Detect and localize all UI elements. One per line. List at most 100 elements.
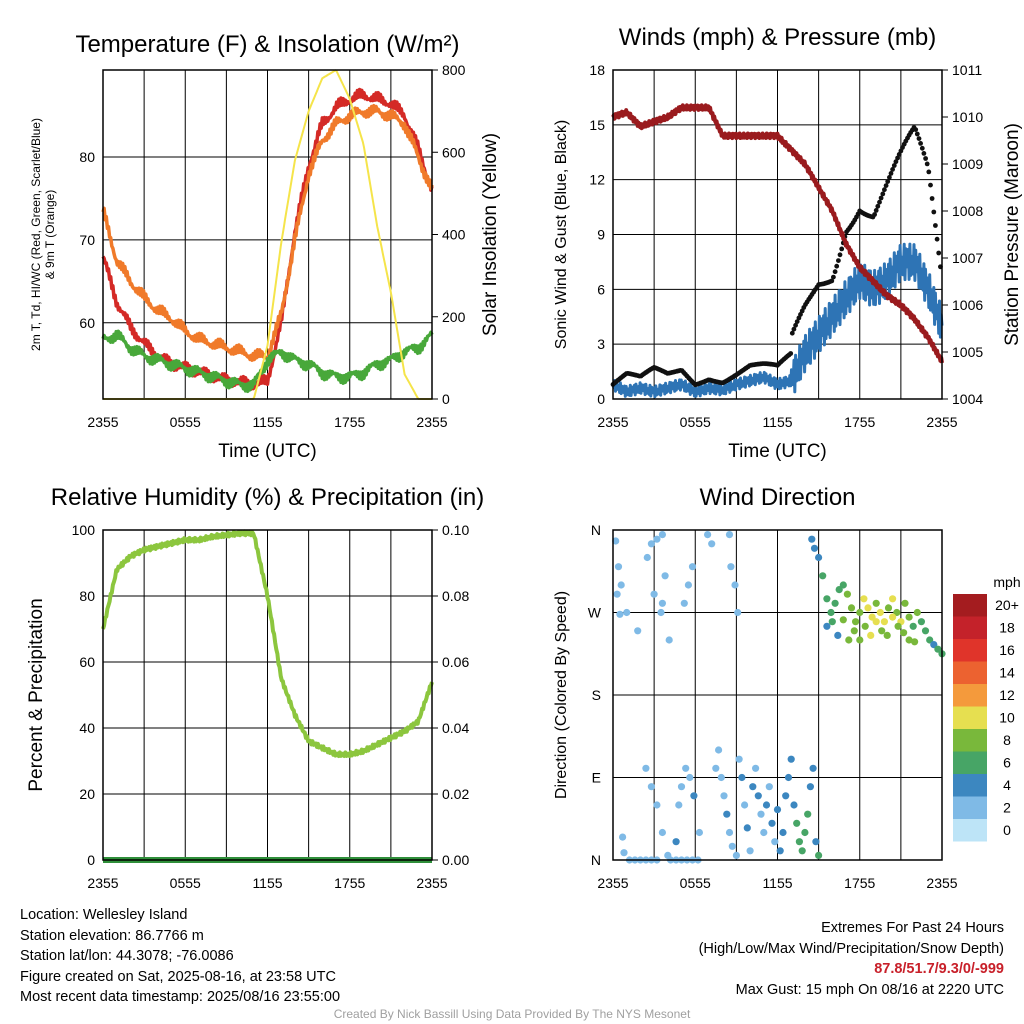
x-tick-label: 0555 xyxy=(170,414,201,430)
y-tick-label-left: 18 xyxy=(589,62,605,78)
chart-title: Wind Direction xyxy=(699,484,855,511)
direction-point xyxy=(749,783,757,791)
direction-point xyxy=(762,801,771,809)
direction-point xyxy=(880,618,889,626)
legend-swatch xyxy=(953,706,987,729)
legend-swatch xyxy=(953,729,987,752)
direction-point xyxy=(861,622,869,630)
series-line-0 xyxy=(101,529,434,759)
y-axis-label-right: Solar Insolation (Yellow) xyxy=(480,133,501,336)
x-axis-label: Time (UTC) xyxy=(218,441,317,462)
x-tick-label: 2355 xyxy=(87,414,118,430)
y-tick-label-right: 600 xyxy=(442,144,466,160)
direction-point xyxy=(617,581,625,589)
direction-point xyxy=(828,618,836,626)
direction-point xyxy=(808,535,816,543)
max-gust-text: Max Gust: 15 mph On 08/16 at 2220 UTC xyxy=(735,981,1004,998)
gust-point xyxy=(890,167,895,172)
y-axis-label-right: Station Pressure (Maroon) xyxy=(1002,123,1023,346)
direction-point xyxy=(876,608,884,617)
direction-point xyxy=(790,801,798,809)
direction-point xyxy=(878,627,886,635)
direction-point xyxy=(867,631,875,640)
gust-point xyxy=(923,156,928,161)
gust-point xyxy=(791,326,797,332)
y-tick-label-right: 1006 xyxy=(952,297,983,313)
direction-point xyxy=(776,847,784,855)
direction-point xyxy=(653,801,661,809)
y-axis-label-left: Sonic Wind & Gust (Blue, Black) xyxy=(553,120,570,349)
direction-point xyxy=(806,783,815,791)
legend-label: 4 xyxy=(1003,777,1011,793)
direction-point xyxy=(746,847,754,855)
gust-point xyxy=(934,236,940,242)
y-tick-label-left: 80 xyxy=(79,149,95,165)
direction-point xyxy=(616,610,624,618)
direction-point xyxy=(917,618,926,626)
gust-point xyxy=(919,145,925,151)
direction-point xyxy=(614,563,623,571)
gust-point xyxy=(891,163,897,168)
gust-point xyxy=(916,136,922,142)
latest-data-text: Most recent data timestamp: 2025/08/16 2… xyxy=(20,989,341,1005)
gust-point xyxy=(924,161,930,167)
direction-point xyxy=(735,755,743,763)
direction-point xyxy=(712,764,720,772)
direction-point xyxy=(815,851,823,860)
direction-point xyxy=(619,833,627,841)
gust-point xyxy=(885,179,891,184)
y-tick-label-left: N xyxy=(591,522,601,538)
legend-swatch xyxy=(953,684,987,707)
gust-point xyxy=(883,183,889,189)
direction-point xyxy=(650,590,658,598)
direction-point xyxy=(752,764,760,772)
direction-point xyxy=(657,608,665,617)
direction-point xyxy=(723,810,731,818)
direction-point xyxy=(743,824,751,832)
direction-point xyxy=(642,764,650,772)
extremes-subheading: (High/Low/Max Wind/Precipitation/Snow De… xyxy=(698,940,1004,957)
x-tick-label: 0555 xyxy=(680,414,711,430)
direction-point xyxy=(658,531,667,539)
direction-point xyxy=(901,599,909,607)
x-tick-label: 2355 xyxy=(926,875,957,891)
x-tick-label: 2355 xyxy=(416,875,447,891)
y-tick-label-left: 6 xyxy=(597,281,605,297)
legend-swatch xyxy=(953,774,987,797)
gust-point xyxy=(880,191,886,197)
location-text: Location: Wellesley Island xyxy=(20,907,188,923)
direction-point xyxy=(725,828,734,837)
direction-point xyxy=(768,819,776,827)
direction-point xyxy=(728,842,736,850)
y-tick-label-left: 0 xyxy=(597,391,605,407)
gust-point xyxy=(914,131,920,137)
legend-swatch xyxy=(953,796,987,819)
series-line-2 xyxy=(101,329,434,394)
direction-point xyxy=(884,604,893,612)
y-tick-label-right: 1010 xyxy=(952,109,983,125)
direction-point xyxy=(934,645,942,653)
plot-frame xyxy=(102,69,433,400)
y-tick-label-left: S xyxy=(592,687,601,703)
gust-point xyxy=(872,212,877,217)
y-tick-label-left: 0 xyxy=(87,852,95,868)
y-tick-label-right: 400 xyxy=(442,227,466,243)
gust-point xyxy=(887,175,892,180)
elevation-text: Station elevation: 86.7766 m xyxy=(20,927,204,944)
y-tick-label-left: 20 xyxy=(79,786,95,802)
x-tick-label: 2355 xyxy=(597,414,628,430)
direction-point xyxy=(810,544,819,552)
direction-point xyxy=(827,608,835,617)
direction-point xyxy=(634,627,642,635)
gust-point xyxy=(831,274,836,280)
y-tick-label-right: 0 xyxy=(442,391,450,407)
direction-point xyxy=(831,599,839,607)
chart-title: Relative Humidity (%) & Precipitation (i… xyxy=(51,484,484,511)
gust-point xyxy=(888,171,894,176)
y-tick-label-right: 800 xyxy=(442,62,466,78)
direction-point xyxy=(765,783,773,791)
direction-point xyxy=(839,581,847,589)
direction-point xyxy=(682,764,690,772)
direction-point xyxy=(894,622,902,630)
direction-point xyxy=(868,613,876,621)
